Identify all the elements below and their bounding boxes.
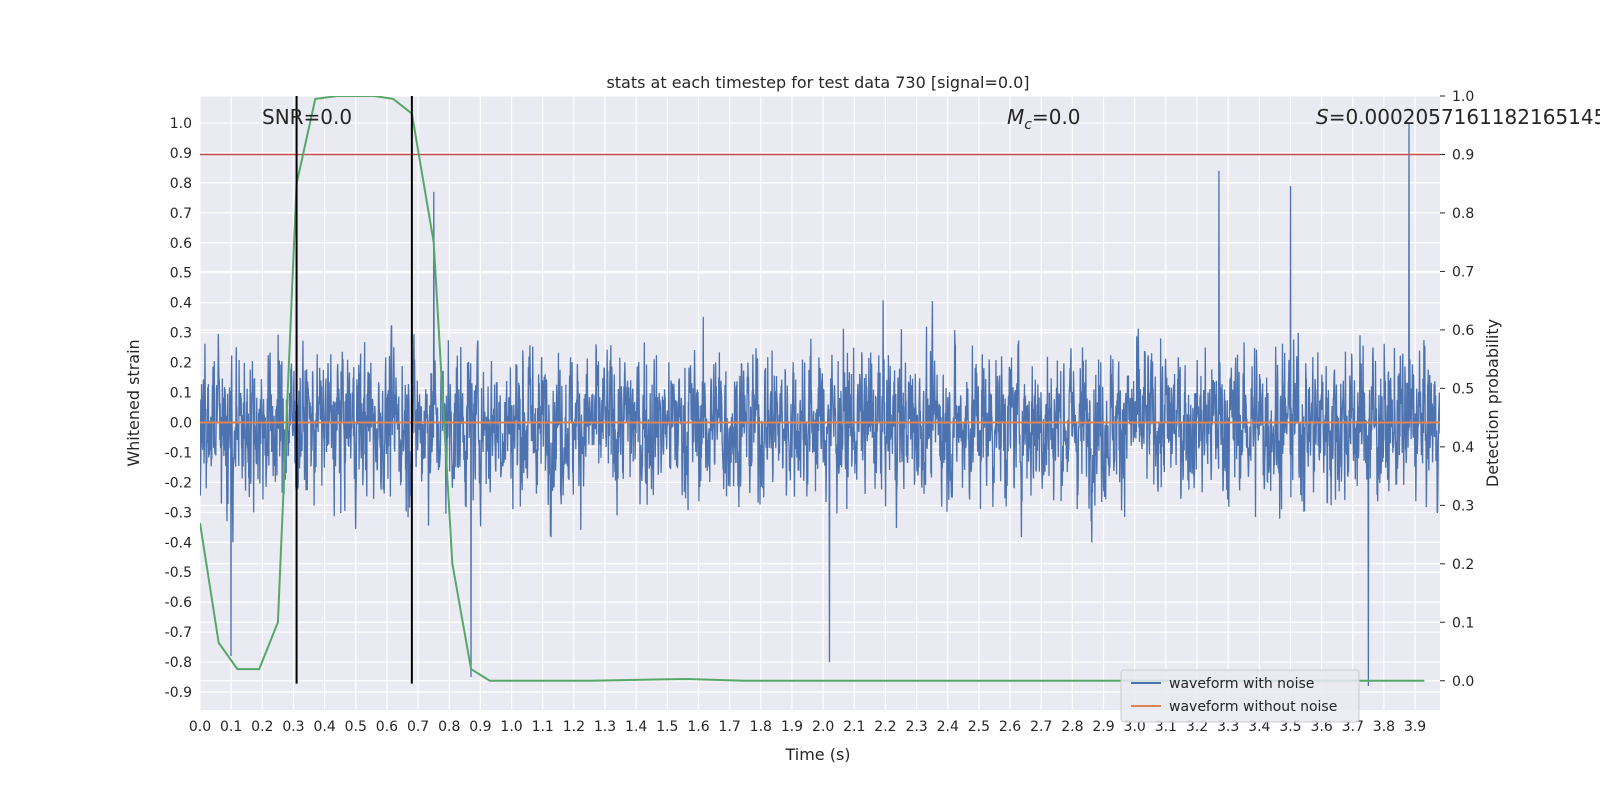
x-tick-label: 3.2 bbox=[1186, 719, 1208, 735]
x-axis-label: Time (s) bbox=[784, 745, 850, 764]
y-axis-right-label: Detection probability bbox=[1483, 319, 1502, 487]
y-left-tick-label: 0.3 bbox=[170, 326, 192, 342]
x-tick-label: 3.4 bbox=[1248, 719, 1270, 735]
y-left-tick-label: -0.8 bbox=[165, 655, 192, 671]
y-right-tick-label: 0.2 bbox=[1452, 557, 1474, 573]
x-tick-label: 0.5 bbox=[345, 719, 367, 735]
y-right-tick-label: 0.6 bbox=[1452, 323, 1474, 339]
y-left-tick-label: -0.2 bbox=[165, 475, 192, 491]
legend-label-clean: waveform without noise bbox=[1169, 699, 1337, 715]
x-tick-label: 0.8 bbox=[438, 719, 460, 735]
x-tick-label: 3.1 bbox=[1155, 719, 1177, 735]
x-tick-label: 2.0 bbox=[812, 719, 834, 735]
y-left-tick-label: 0.2 bbox=[170, 356, 192, 372]
x-tick-label: 1.6 bbox=[687, 719, 709, 735]
x-tick-label: 3.0 bbox=[1124, 719, 1146, 735]
y-left-tick-label: 0.8 bbox=[170, 176, 192, 192]
y-axis-right-ticks: 0.0 0.1 0.2 0.3 0.4 0.5 0.6 0.7 0.8 0.9 1.0 bbox=[1440, 89, 1474, 690]
x-tick-label: 2.4 bbox=[937, 719, 959, 735]
x-tick-label: 2.6 bbox=[999, 719, 1021, 735]
y-axis-left-ticks: -0.9 -0.8 -0.7 -0.6 -0.5 -0.4 -0.3 -0.2 -0.1 0.0 0… bbox=[165, 116, 192, 701]
x-tick-label: 0.4 bbox=[313, 719, 335, 735]
y-right-tick-label: 0.1 bbox=[1452, 615, 1474, 631]
x-tick-label: 1.3 bbox=[594, 719, 616, 735]
snr-annotation: SNR=0.0 bbox=[262, 105, 352, 129]
x-tick-label: 0.2 bbox=[251, 719, 273, 735]
legend: waveform with noise waveform without noi… bbox=[1120, 669, 1360, 723]
x-tick-label: 2.8 bbox=[1061, 719, 1083, 735]
y-left-tick-label: -0.9 bbox=[165, 685, 192, 701]
y-right-tick-label: 0.5 bbox=[1452, 381, 1474, 397]
x-tick-label: 3.9 bbox=[1404, 719, 1426, 735]
y-right-tick-label: 0.9 bbox=[1452, 147, 1474, 163]
x-tick-label: 3.6 bbox=[1310, 719, 1332, 735]
chirp-mass-value: =0.0 bbox=[1032, 105, 1081, 129]
x-tick-label: 0.7 bbox=[407, 719, 429, 735]
y-right-tick-label: 0.7 bbox=[1452, 264, 1474, 280]
y-left-tick-label: 0.5 bbox=[170, 266, 192, 282]
x-tick-label: 2.1 bbox=[843, 719, 865, 735]
x-tick-label: 0.1 bbox=[220, 719, 242, 735]
y-axis-left-label: Whitened strain bbox=[124, 339, 143, 466]
x-tick-label: 1.7 bbox=[719, 719, 741, 735]
y-right-tick-label: 1.0 bbox=[1452, 89, 1474, 105]
x-tick-label: 1.2 bbox=[563, 719, 585, 735]
y-left-tick-label: -0.1 bbox=[165, 445, 192, 461]
y-left-tick-label: 0.7 bbox=[170, 206, 192, 222]
y-left-tick-label: -0.6 bbox=[165, 595, 192, 611]
legend-label-noise: waveform with noise bbox=[1169, 676, 1314, 692]
x-tick-label: 0.9 bbox=[469, 719, 491, 735]
x-tick-label: 0.3 bbox=[282, 719, 304, 735]
y-left-tick-label: 0.4 bbox=[170, 296, 192, 312]
y-right-tick-label: 0.3 bbox=[1452, 498, 1474, 514]
grid bbox=[199, 95, 1440, 710]
x-axis-ticks: 0.0 0.1 0.2 0.3 0.4 0.5 0.6 0.7 0.8 0.9 1.0 1.1 1.2 1… bbox=[189, 719, 1426, 735]
x-tick-label: 0.6 bbox=[376, 719, 398, 735]
series-waveform-with-noise bbox=[200, 122, 1440, 687]
y-left-tick-label: -0.7 bbox=[165, 625, 192, 641]
chirp-mass-subscript: c bbox=[1024, 117, 1032, 133]
y-left-tick-label: -0.5 bbox=[165, 565, 192, 581]
x-tick-label: 3.8 bbox=[1373, 719, 1395, 735]
chirp-mass-annotation: Mc=0.0 bbox=[1007, 105, 1081, 133]
y-left-tick-label: -0.3 bbox=[165, 505, 192, 521]
y-left-tick-label: -0.4 bbox=[165, 535, 192, 551]
x-tick-label: 2.2 bbox=[874, 719, 896, 735]
x-tick-label: 2.3 bbox=[905, 719, 927, 735]
y-right-tick-label: 0.0 bbox=[1452, 674, 1474, 690]
legend-box bbox=[1120, 669, 1360, 723]
y-left-tick-label: 0.1 bbox=[170, 386, 192, 402]
x-tick-label: 2.9 bbox=[1092, 719, 1114, 735]
x-tick-label: 1.5 bbox=[656, 719, 678, 735]
x-tick-label: 2.7 bbox=[1030, 719, 1052, 735]
series-detection-probability bbox=[200, 96, 1425, 682]
y-left-tick-label: 1.0 bbox=[170, 116, 192, 132]
s-value: =0.00020571611821651459 bbox=[1329, 105, 1600, 129]
y-right-tick-label: 0.4 bbox=[1452, 440, 1474, 456]
x-tick-label: 0.0 bbox=[189, 719, 211, 735]
x-tick-label: 1.1 bbox=[532, 719, 554, 735]
x-tick-label: 1.4 bbox=[625, 719, 647, 735]
s-annotation: S=0.00020571611821651459 bbox=[1316, 105, 1600, 129]
x-tick-label: 2.5 bbox=[968, 719, 990, 735]
chart-title: stats at each timestep for test data 730… bbox=[606, 73, 1029, 92]
x-tick-label: 1.9 bbox=[781, 719, 803, 735]
y-left-tick-label: 0.6 bbox=[170, 236, 192, 252]
y-left-tick-label: 0.0 bbox=[170, 415, 192, 431]
x-tick-label: 1.8 bbox=[750, 719, 772, 735]
x-tick-label: 3.3 bbox=[1217, 719, 1239, 735]
plot-content bbox=[200, 96, 1440, 687]
x-tick-label: 1.0 bbox=[500, 719, 522, 735]
chirp-mass-symbol: M bbox=[1007, 105, 1024, 129]
y-right-tick-label: 0.8 bbox=[1452, 206, 1474, 222]
x-tick-label: 3.7 bbox=[1342, 719, 1364, 735]
x-tick-label: 3.5 bbox=[1279, 719, 1301, 735]
s-symbol: S bbox=[1316, 105, 1329, 129]
y-left-tick-label: 0.9 bbox=[170, 146, 192, 162]
